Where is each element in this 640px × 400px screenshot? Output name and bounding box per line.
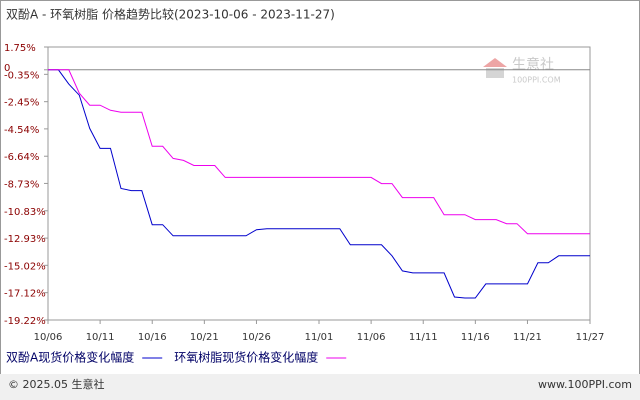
y-tick-label: -17.12% bbox=[4, 289, 46, 300]
x-tick-label: 11/21 bbox=[513, 332, 542, 343]
x-tick-label: 10/26 bbox=[242, 332, 271, 343]
y-tick-label: -15.02% bbox=[4, 261, 46, 272]
y-tick-label: -10.83% bbox=[4, 207, 46, 218]
watermark-text: 100PPI.COM bbox=[512, 76, 561, 85]
y-tick-label: -4.54% bbox=[4, 125, 39, 136]
y-tick-label: -0.35% bbox=[4, 70, 39, 81]
x-tick-label: 10/06 bbox=[34, 332, 63, 343]
legend-label: 双酚A现货价格变化幅度 bbox=[6, 350, 134, 365]
y-tick-label: 1.75% bbox=[4, 43, 36, 54]
x-tick-label: 11/27 bbox=[576, 332, 605, 343]
series-line bbox=[48, 69, 590, 235]
x-tick-label: 10/11 bbox=[86, 332, 115, 343]
y-tick-label: -6.64% bbox=[4, 152, 39, 163]
y-tick-label: 0 bbox=[4, 63, 10, 74]
watermark-logo bbox=[483, 58, 507, 67]
y-tick-label: -12.93% bbox=[4, 234, 46, 245]
footer-right: www.100PPI.com bbox=[538, 378, 632, 391]
watermark-logo bbox=[486, 68, 504, 78]
watermark: 生意社 100PPI.COM bbox=[483, 56, 561, 85]
series-line bbox=[48, 69, 590, 299]
y-tick-label: -19.22% bbox=[4, 316, 46, 327]
x-tick-label: 11/01 bbox=[305, 332, 334, 343]
watermark-text: 生意社 bbox=[512, 56, 554, 73]
y-tick-label: -8.73% bbox=[4, 179, 39, 190]
x-tick-label: 10/16 bbox=[138, 332, 167, 343]
footer-bar bbox=[0, 374, 640, 400]
x-tick-label: 10/21 bbox=[190, 332, 219, 343]
x-tick-label: 11/11 bbox=[409, 332, 438, 343]
x-tick-label: 11/16 bbox=[461, 332, 490, 343]
x-tick-label: 11/06 bbox=[357, 332, 386, 343]
footer-left: © 2025.05 生意社 bbox=[8, 377, 104, 391]
chart-title: 双酚A - 环氧树脂 价格趋势比较(2023-10-06 - 2023-11-2… bbox=[6, 7, 335, 22]
legend-label: 环氧树脂现货价格变化幅度 bbox=[174, 350, 318, 365]
y-tick-label: -2.45% bbox=[4, 98, 39, 109]
